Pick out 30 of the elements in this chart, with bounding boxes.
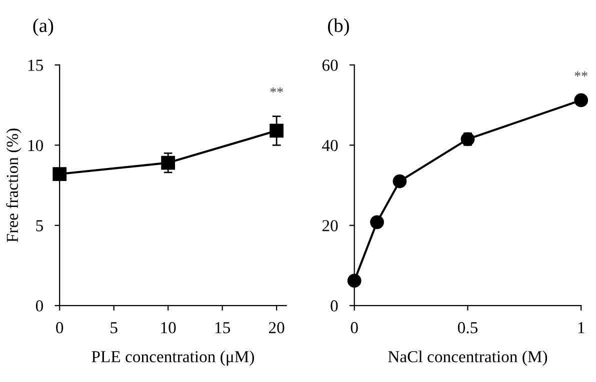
x-axis-title: NaCl concentration (M) [388,350,548,366]
y-axis-title: Free fraction (%) [6,128,22,242]
x-axis-title: PLE concentration (μM) [92,350,254,366]
point [52,167,67,181]
y-tick-label: 15 [28,60,43,71]
x-tick-label: 0.5 [458,322,478,334]
y-tick-label: 0 [36,300,43,312]
annotation: ** [574,72,588,77]
y-tick-label: 5 [36,220,43,232]
y-tick-label: 10 [28,140,43,152]
chart-title: (b) [328,18,349,36]
x-tick-label: 20 [268,322,284,334]
x-tick-label: 1 [578,322,584,334]
x-tick-label: 5 [110,322,118,334]
point [574,93,588,108]
point [161,156,176,170]
x-tick-label: 15 [215,322,230,334]
point [347,274,362,288]
y-tick-label: 60 [322,60,338,71]
point [392,174,407,188]
point [370,215,384,230]
y-tick-label: 40 [322,140,338,152]
point [270,124,284,138]
annotation: ** [270,88,283,93]
chart-title: (a) [33,18,54,36]
x-tick-label: 0 [350,322,358,334]
y-tick-label: 20 [322,220,338,232]
y-tick-label: 0 [330,300,338,312]
x-tick-label: 0 [56,322,64,334]
x-tick-label: 10 [161,322,176,334]
